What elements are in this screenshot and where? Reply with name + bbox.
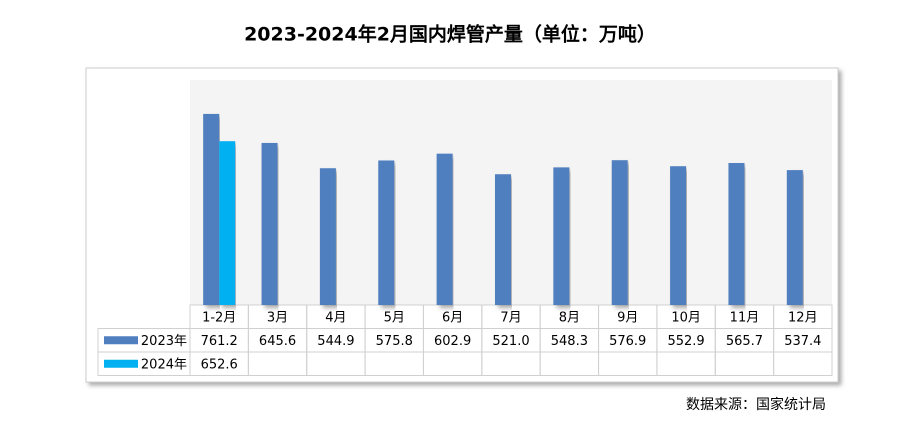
- x-tick-label: 6月: [442, 310, 463, 325]
- x-tick-label: 7月: [500, 310, 521, 325]
- data-label: 565.7: [726, 334, 763, 349]
- bar: [611, 160, 628, 305]
- data-label: 575.8: [376, 334, 413, 349]
- source-note: 数据来源：国家统计局: [686, 396, 826, 413]
- data-label: 544.9: [317, 334, 354, 349]
- legend-swatch: [104, 359, 138, 368]
- data-label: 645.6: [259, 334, 296, 349]
- data-label: 652.6: [201, 357, 238, 372]
- table-cell: [773, 351, 833, 376]
- data-label: 761.2: [201, 334, 238, 349]
- bar: [203, 113, 220, 305]
- bar: [670, 166, 687, 305]
- x-tick-label: 5月: [384, 310, 405, 325]
- x-tick-label: 11月: [730, 310, 760, 325]
- data-label: 521.0: [492, 334, 529, 349]
- bar: [378, 160, 395, 305]
- bar: [261, 142, 278, 305]
- x-tick-label: 9月: [617, 310, 638, 325]
- bar: [219, 141, 236, 305]
- bar: [436, 153, 453, 305]
- data-label: 576.9: [609, 334, 646, 349]
- data-label: 537.4: [784, 334, 821, 349]
- bar: [319, 168, 336, 305]
- chart-title: 2023-2024年2月国内焊管产量（单位：万吨）: [244, 23, 656, 46]
- x-tick-label: 4月: [325, 310, 346, 325]
- data-label: 552.9: [667, 334, 704, 349]
- bar: [728, 163, 745, 305]
- x-tick-label: 10月: [671, 310, 701, 325]
- x-tick-label: 8月: [559, 310, 580, 325]
- bar: [553, 167, 570, 305]
- x-tick-label: 1-2月: [202, 310, 236, 325]
- legend-swatch: [104, 336, 138, 345]
- data-label: 548.3: [551, 334, 588, 349]
- data-label: 602.9: [434, 334, 471, 349]
- legend-label: 2023年: [141, 334, 187, 349]
- legend-label: 2024年: [141, 357, 187, 372]
- x-tick-label: 12月: [788, 310, 818, 325]
- x-tick-label: 3月: [267, 310, 288, 325]
- bar: [495, 174, 511, 305]
- bar: [786, 170, 803, 305]
